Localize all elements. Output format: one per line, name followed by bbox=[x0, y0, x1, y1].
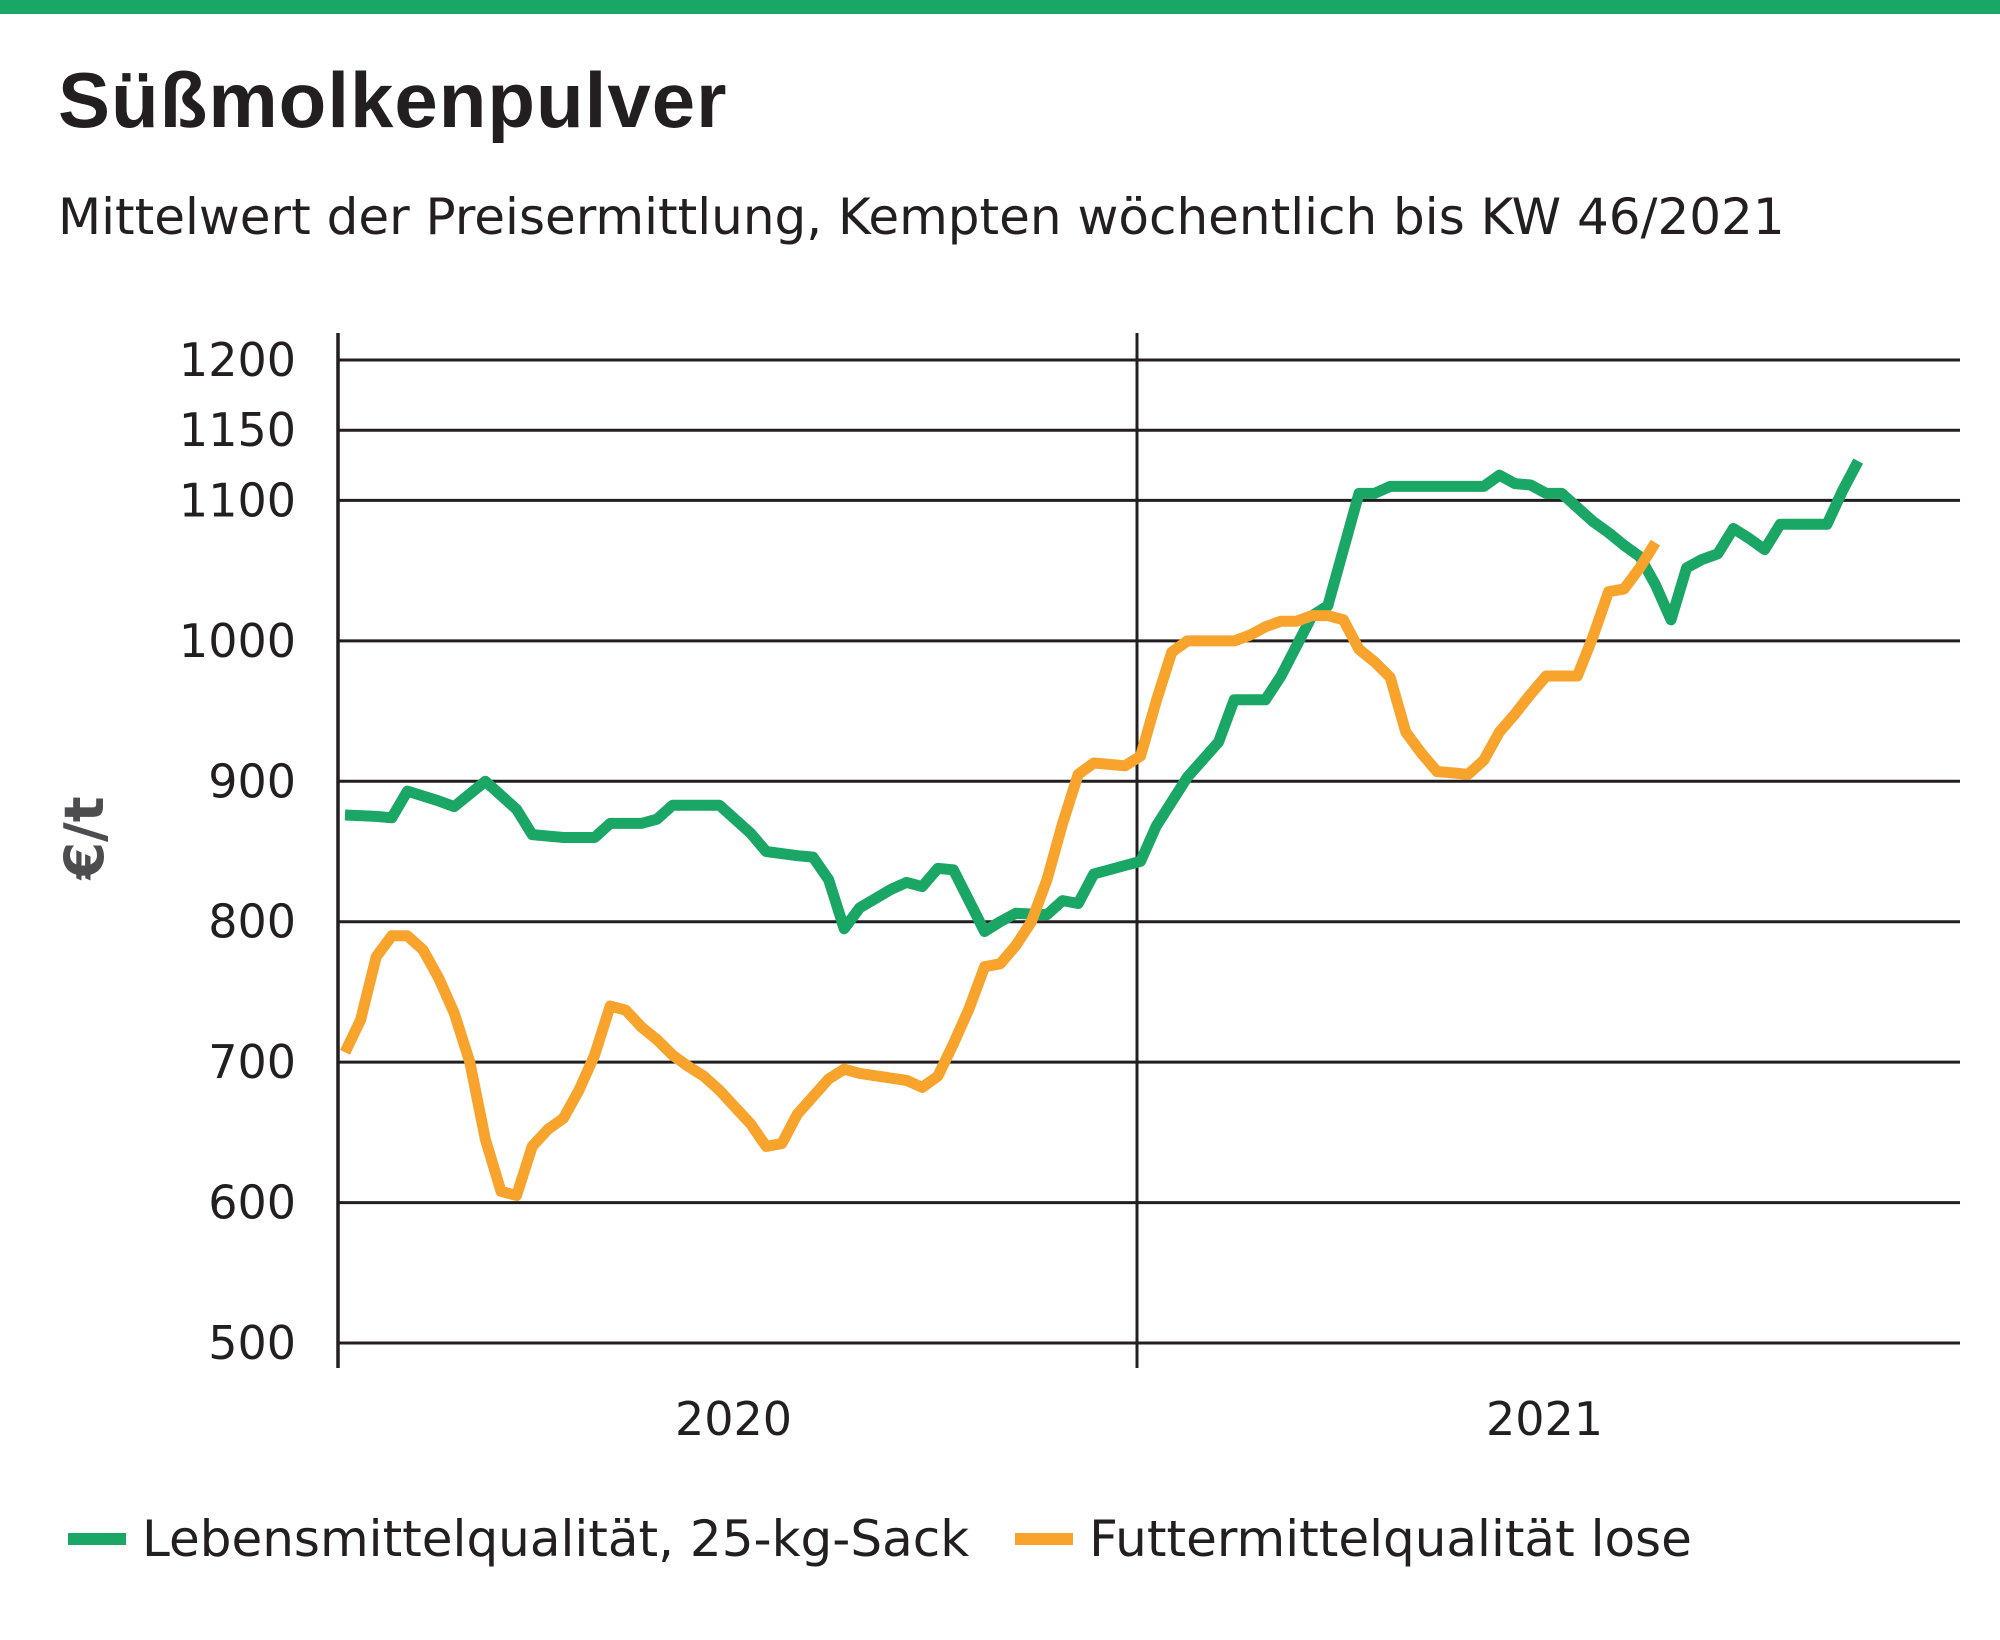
series-line-feed bbox=[340, 539, 1661, 1201]
y-tick-label: 1000 bbox=[179, 614, 296, 668]
y-tick-label: 900 bbox=[208, 754, 296, 808]
legend-item-food: Lebensmittelqualität, 25-kg-Sack bbox=[68, 1510, 969, 1568]
y-tick-label: 800 bbox=[208, 895, 296, 949]
x-tick-label: 2020 bbox=[675, 1392, 792, 1446]
chart-title: Süßmolkenpulver bbox=[58, 56, 728, 144]
legend-label-food: Lebensmittelqualität, 25-kg-Sack bbox=[142, 1510, 970, 1568]
grid-lines bbox=[338, 358, 1960, 1345]
axes bbox=[336, 333, 1139, 1368]
data-series bbox=[340, 458, 1864, 1201]
chart-subtitle: Mittelwert der Preisermittlung, Kempten … bbox=[58, 188, 1785, 246]
legend-swatch-feed bbox=[1015, 1533, 1074, 1545]
series-line-food bbox=[344, 458, 1864, 937]
y-axis-label: €/t bbox=[53, 796, 116, 881]
x-tick-label: 2021 bbox=[1486, 1392, 1603, 1446]
tick-labels: 500 600 700 800 900 1000 1100 1150 1200 2020 2021 bbox=[179, 333, 1603, 1446]
y-tick-label: 1150 bbox=[179, 403, 296, 457]
legend-item-feed: Futtermittelqualität lose bbox=[1015, 1510, 1692, 1568]
y-tick-label: 700 bbox=[208, 1035, 296, 1089]
legend-label-feed: Futtermittelqualität lose bbox=[1089, 1510, 1692, 1568]
y-tick-label: 1200 bbox=[179, 333, 296, 387]
y-tick-label: 1100 bbox=[179, 473, 296, 527]
legend: Lebensmittelqualität, 25-kg-Sack Futterm… bbox=[68, 1510, 1738, 1568]
y-tick-label: 500 bbox=[208, 1316, 296, 1370]
y-tick-label: 600 bbox=[208, 1176, 296, 1230]
legend-swatch-food bbox=[68, 1533, 126, 1545]
top-accent-bar bbox=[0, 0, 2000, 14]
